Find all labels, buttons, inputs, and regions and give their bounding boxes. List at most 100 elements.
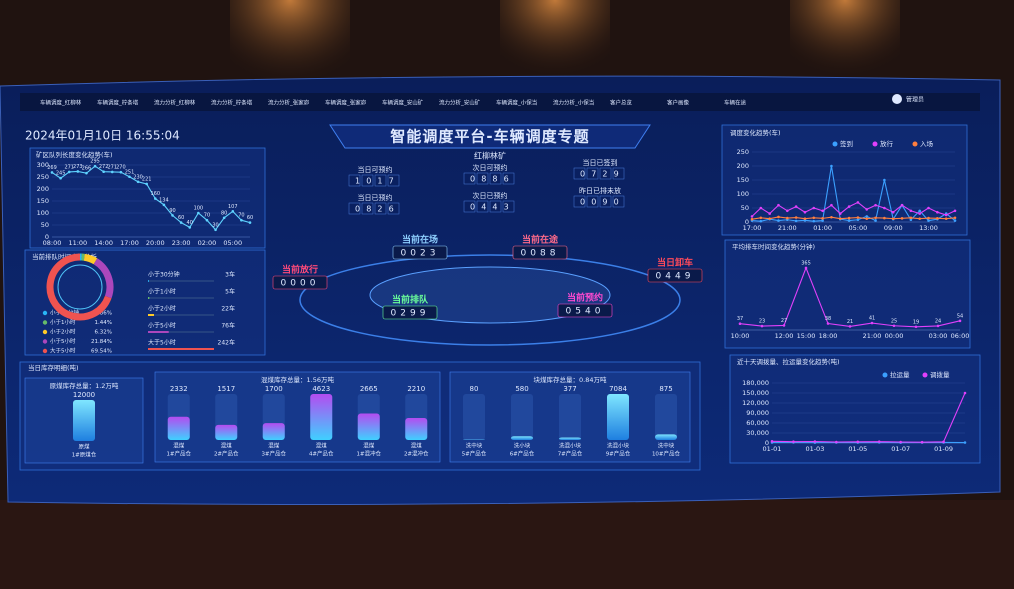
- point: [786, 209, 789, 213]
- count-value: 3车: [225, 271, 235, 279]
- badge-label: 当前排队: [392, 294, 429, 306]
- legend-label: 签到: [840, 139, 853, 148]
- point: [794, 219, 798, 223]
- point: [768, 212, 771, 215]
- nav-tab[interactable]: 车辆调度_红柳林: [40, 99, 82, 107]
- nav-tab[interactable]: 车辆调度_张家峁: [325, 99, 366, 107]
- count-track: [148, 314, 214, 316]
- ring-inner: [57, 264, 103, 310]
- x-tick-label: 20:00: [146, 239, 165, 247]
- line-series: [51, 165, 251, 231]
- legend-label: 小于5小时: [50, 337, 76, 345]
- point: [883, 216, 886, 220]
- stock-value: 2332: [170, 385, 188, 393]
- legend-value: 6.32%: [95, 330, 112, 336]
- stock-value: 7084: [609, 385, 627, 393]
- y-tick-label: 0: [45, 233, 49, 241]
- point: [67, 170, 71, 174]
- stock-group: [154, 371, 441, 463]
- x-tick-label: 15:00: [797, 332, 816, 340]
- data-label: 90: [169, 208, 175, 214]
- stat-value: 0443: [470, 203, 515, 212]
- data-label: 70: [238, 213, 244, 219]
- point: [812, 206, 816, 210]
- x-tick-label: 09:00: [884, 224, 903, 232]
- stock-name: 洗中块: [466, 442, 483, 450]
- nav-tab[interactable]: 流力分析_柠条塔: [211, 99, 253, 107]
- x-tick-label: 01-09: [934, 445, 953, 453]
- point: [738, 322, 742, 326]
- x-tick-label: 01-03: [805, 445, 824, 453]
- point: [197, 211, 200, 215]
- nav-tab[interactable]: 流力分析_小保当: [553, 99, 594, 107]
- nav-tab[interactable]: 车辆在途: [724, 99, 747, 107]
- point: [821, 209, 824, 213]
- data-label: 221: [142, 176, 152, 182]
- badge-label: 当前在场: [402, 234, 438, 246]
- point: [900, 203, 904, 207]
- panel-title: 调度变化趋势(车): [730, 128, 781, 137]
- point: [821, 219, 824, 222]
- point: [899, 440, 902, 444]
- data-label: 271: [107, 164, 117, 170]
- stat-value: 0826: [355, 205, 400, 214]
- count-label: 小于2小时: [148, 305, 176, 313]
- point: [830, 164, 833, 168]
- point: [936, 210, 939, 214]
- point: [963, 441, 967, 444]
- point: [759, 216, 763, 220]
- legend-swatch: [42, 348, 48, 354]
- panel-title: 矿区队列长度变化趋势(车): [36, 150, 113, 159]
- nav-tab[interactable]: 车辆调度_小保当: [496, 99, 537, 107]
- y-tick-label: 60,000: [746, 419, 769, 427]
- nav-tab[interactable]: 车辆调度_安山矿: [382, 99, 424, 107]
- count-bar: [148, 297, 150, 299]
- legend-swatch: [882, 372, 888, 378]
- badge-value: 0000: [281, 279, 320, 289]
- point: [865, 215, 869, 218]
- nav-tab[interactable]: 流力分析_红柳林: [154, 99, 196, 107]
- nav-tab[interactable]: 客户总览: [610, 99, 633, 107]
- stock-value: 2210: [407, 385, 425, 393]
- user-name[interactable]: 管理员: [906, 96, 924, 104]
- stat-label: 当日已预约: [358, 193, 393, 202]
- badge-plate: [392, 245, 448, 260]
- point: [830, 215, 833, 219]
- line-series: [751, 216, 956, 220]
- point: [856, 218, 860, 222]
- data-label: 107: [228, 204, 238, 210]
- point: [93, 164, 97, 168]
- data-label: 21: [847, 319, 853, 325]
- stock-name: 混煤: [268, 442, 280, 450]
- nav-tab[interactable]: 流力分析_张家峁: [268, 99, 309, 107]
- point: [145, 182, 148, 186]
- digit-cell: [599, 167, 612, 180]
- legend-label: 入场: [920, 139, 934, 148]
- point: [768, 217, 771, 220]
- data-label: 269: [47, 165, 57, 171]
- panel-title: 当日库存明细(吨): [28, 363, 79, 372]
- point: [838, 212, 842, 215]
- x-tick-label: 06:00: [951, 332, 970, 340]
- count-label: 小于1小时: [148, 288, 176, 296]
- nav-tab[interactable]: 客户画像: [667, 99, 690, 107]
- point: [803, 210, 807, 214]
- nav-tab[interactable]: 车辆调度_柠条塔: [97, 99, 139, 107]
- title-plate: [329, 124, 651, 149]
- digit-cell: [489, 200, 502, 213]
- digit-cell: [374, 202, 387, 215]
- point: [214, 228, 217, 232]
- data-label: 70: [204, 213, 210, 219]
- point: [874, 216, 877, 220]
- count-label: 小于30分钟: [148, 271, 180, 279]
- cylinder-shell: [655, 394, 677, 440]
- legend-label: 大于5小时: [50, 347, 76, 355]
- data-label: 266: [82, 166, 92, 172]
- point: [205, 218, 209, 222]
- legend-swatch: [42, 310, 48, 316]
- nav-tab[interactable]: 流力分析_安山矿: [439, 99, 481, 107]
- point: [794, 205, 798, 208]
- cylinder-fill: [607, 394, 629, 440]
- stock-name: 混煤: [363, 442, 375, 450]
